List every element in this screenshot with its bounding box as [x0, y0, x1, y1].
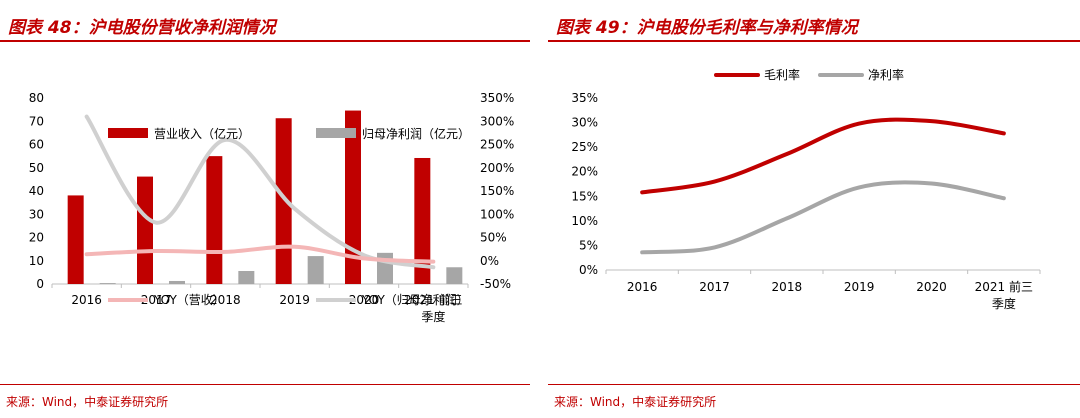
- net-profit-bar: [99, 283, 116, 284]
- y-right-tick-label: 150%: [480, 184, 514, 198]
- x-category-label: 2020: [349, 293, 380, 307]
- y-tick-label: 5%: [579, 238, 598, 252]
- x-category-label: 2017: [699, 280, 730, 294]
- net-profit-bar: [446, 267, 463, 284]
- y-right-tick-label: 300%: [480, 114, 514, 128]
- y-tick-label: 0%: [579, 263, 598, 277]
- x-category-label: 季度: [992, 296, 1016, 311]
- net-profit-bar: [238, 270, 255, 284]
- gross-margin-line: [640, 117, 1006, 195]
- left-bottom-rule: [0, 384, 530, 385]
- net-profit-bar: [307, 256, 324, 284]
- legend-label-revenue: 营业收入（亿元）: [154, 126, 250, 141]
- y-right-tick-label: 250%: [480, 138, 514, 152]
- right-source-note: 来源：Wind，中泰证券研究所: [554, 395, 717, 409]
- left-source-note: 来源：Wind，中泰证券研究所: [6, 395, 169, 409]
- legend-label-yoy-profit: YOY（归母净利润）: [361, 293, 469, 307]
- y-tick-label: 10%: [571, 214, 598, 228]
- y-left-tick-label: 70: [29, 114, 44, 128]
- legend-swatch-net-profit: [316, 128, 356, 138]
- revenue-profit-chart: 0 10 20 30 40 50 60 70 80 -50% 0% 50% 100% 150% 200% 25…: [29, 91, 515, 324]
- revenue-bar: [206, 156, 223, 284]
- y-tick-label: 30%: [571, 116, 598, 130]
- left-chart-title: 图表 48：沪电股份营收净利润情况: [8, 18, 276, 38]
- left-chart-panel: 图表 48：沪电股份营收净利润情况 0 10 20 30 40 50 60 70 80 -50% 0…: [0, 0, 530, 418]
- revenue-bar: [275, 118, 292, 284]
- y-left-tick-label: 60: [29, 138, 44, 152]
- x-category-label: 2017: [141, 293, 172, 307]
- net-profit-bar: [169, 280, 185, 284]
- y-left-tick-label: 80: [29, 91, 44, 105]
- x-category-label: 2018: [210, 293, 241, 307]
- y-right-tick-label: 350%: [480, 91, 514, 105]
- yoy-revenue-line: [84, 244, 436, 264]
- y-tick-label: 20%: [571, 165, 598, 179]
- y-left-tick-label: 10: [29, 254, 44, 268]
- x-category-label: 2021 前三: [975, 279, 1033, 294]
- x-category-label: 季度: [421, 309, 445, 324]
- x-category-label: 2016: [71, 293, 102, 307]
- left-title-rule: [0, 40, 530, 42]
- y-tick-label: 15%: [571, 189, 598, 203]
- right-bottom-rule: [548, 384, 1080, 385]
- x-category-label: 2016: [627, 280, 658, 294]
- y-left-tick-label: 0: [36, 277, 44, 291]
- right-title-rule: [548, 40, 1080, 42]
- net-margin-line: [640, 180, 1006, 255]
- x-category-label: 2019: [844, 280, 875, 294]
- y-left-tick-label: 50: [29, 161, 44, 175]
- x-category-label: 2018: [772, 280, 803, 294]
- y-left-tick-label: 40: [29, 184, 44, 198]
- y-right-tick-label: -50%: [480, 277, 511, 291]
- y-right-tick-label: 200%: [480, 161, 514, 175]
- revenue-bar: [137, 176, 153, 284]
- legend-label-gross-margin: 毛利率: [764, 67, 800, 82]
- y-right-tick-label: 100%: [480, 207, 514, 221]
- margin-chart: 0% 5% 10% 15% 20% 25% 30% 35% 2016 2017 2018 2019 20…: [571, 67, 1041, 311]
- y-tick-label: 25%: [571, 140, 598, 154]
- revenue-bar: [414, 157, 431, 284]
- yoy-profit-line: [84, 114, 436, 270]
- x-category-label: 2019: [279, 293, 310, 307]
- revenue-bar: [345, 110, 361, 285]
- revenue-bar: [67, 195, 84, 284]
- y-right-tick-label: 0%: [480, 254, 499, 268]
- legend-label-yoy-revenue: YOY（营收）: [153, 293, 225, 307]
- y-tick-label: 35%: [571, 91, 598, 105]
- legend-label-net-margin: 净利率: [868, 67, 904, 82]
- x-category-label: 2020: [916, 280, 947, 294]
- legend-swatch-revenue: [108, 128, 148, 138]
- y-left-tick-label: 20: [29, 231, 44, 245]
- y-left-tick-label: 30: [29, 207, 44, 221]
- net-profit-bar: [377, 252, 393, 284]
- right-chart-title: 图表 49：沪电股份毛利率与净利率情况: [556, 18, 858, 38]
- x-category-label: 2021 前三: [404, 292, 462, 307]
- right-chart-panel: 图表 49：沪电股份毛利率与净利率情况 0% 5% 10% 15% 20% 25% 30% 3…: [548, 0, 1080, 418]
- y-right-tick-label: 50%: [480, 231, 507, 245]
- legend-label-net-profit: 归母净利润（亿元）: [362, 126, 470, 141]
